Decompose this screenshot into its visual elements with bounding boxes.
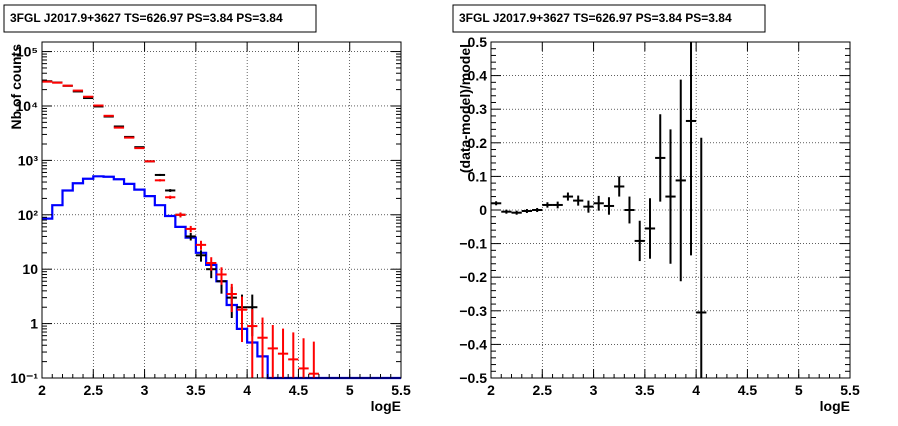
residual-point [562,192,574,201]
counts-y-axis-label: Nb of counts [8,44,24,130]
y-tick-label: 0.3 [468,101,488,117]
y-tick-label: 10⁵ [16,44,38,60]
counts-marks [42,80,401,380]
model-point [257,317,268,378]
residual-point [552,201,563,209]
x-tick-label: 4.5 [289,382,309,398]
model-point [195,240,207,250]
counts-title: 3FGL J2017.9+3627 TS=626.97 PS=3.84 PS=3… [10,11,283,25]
x-tick-label: 3.5 [635,382,655,398]
model-point [298,338,309,378]
model-point [175,212,186,218]
data-point [185,232,196,241]
residual-point [603,197,615,215]
residual-point [593,195,604,211]
residual-point [624,196,635,224]
residual-y-axis-label: (data-model)/model [457,44,473,173]
counts-x-axis-label: logE [371,398,401,414]
residual-title-box [452,4,766,33]
model-point [277,328,289,378]
residual-point [685,42,697,256]
residual-point [675,79,686,282]
counts-ticks: 2 2.5 3 3.5 4 4.5 5 5.5 10⁻¹ 1 10 10² 10³ 10⁴ 10⁵ [10,42,411,398]
data-point [154,173,166,176]
y-tick-label: 1 [30,316,38,332]
residual-ticks: 2 2.5 3 3.5 4 4.5 5 5.5 −0.5 −0.4 −0.3 −0.2 −0.1 0 0.1… [459,34,860,398]
model-point [165,195,176,199]
y-tick-label: 10 [22,261,38,277]
model-point [247,309,258,378]
x-tick-label: 5.5 [840,382,860,398]
residual-point [511,210,522,215]
y-tick-label: 0.2 [468,135,488,151]
residual-marks [491,42,707,378]
residual-panel: 3FGL J2017.9+3627 TS=626.97 PS=3.84 PS=3… [449,0,898,421]
residual-point [583,200,594,213]
x-tick-label: 4 [692,382,700,398]
model-point [216,267,227,285]
residual-x-axis-label: logE [820,398,850,414]
x-tick-label: 2 [38,382,46,398]
residual-chart: 3FGL J2017.9+3627 TS=626.97 PS=3.84 PS=3… [452,4,860,414]
x-tick-label: 2.5 [84,382,104,398]
residual-point [521,208,533,214]
data-point [195,250,207,262]
x-tick-label: 5 [795,382,803,398]
y-tick-label: −0.2 [459,269,487,285]
y-tick-label: 10³ [18,152,39,168]
y-tick-label: −0.5 [459,370,487,386]
y-tick-label: −0.3 [459,303,487,319]
model-point [154,179,166,182]
x-tick-label: 4 [243,382,251,398]
y-tick-label: −0.4 [459,336,487,352]
y-tick-label: 10² [18,207,39,223]
y-tick-label: −0.1 [459,236,487,252]
x-tick-label: 4.5 [738,382,758,398]
residual-point [665,129,676,264]
residual-title: 3FGL J2017.9+3627 TS=626.97 PS=3.84 PS=3… [459,11,732,25]
x-tick-label: 3.5 [186,382,206,398]
model-point [206,257,217,271]
model-point [236,296,248,343]
y-tick-label: 0.1 [468,168,488,184]
y-tick-label: 0.4 [468,68,488,84]
x-tick-label: 5.5 [391,382,411,398]
model-point [288,332,299,378]
model-point [308,341,319,378]
y-tick-label: 0.5 [468,34,488,50]
residual-point [634,220,645,262]
counts-title-box [3,4,317,33]
residual-point [532,207,543,213]
residual-point [542,202,553,208]
y-tick-label: 10⁻¹ [10,370,38,386]
residual-point [655,114,666,202]
y-tick-label: 10⁴ [16,98,39,114]
residual-point [644,198,656,259]
residual-point [696,137,707,378]
x-tick-label: 2.5 [533,382,553,398]
x-tick-label: 2 [487,382,495,398]
model-point [226,283,237,313]
counts-frame [41,41,402,379]
x-tick-label: 3 [141,382,149,398]
model-point [267,325,278,378]
data-point [165,189,176,192]
counts-grid [42,42,401,378]
counts-panel: 3FGL J2017.9+3627 TS=626.97 PS=3.84 PS=3… [0,0,449,421]
y-tick-label: 0 [479,202,487,218]
x-tick-label: 3 [590,382,598,398]
residual-point [501,209,512,214]
counts-chart: 3FGL J2017.9+3627 TS=626.97 PS=3.84 PS=3… [3,4,411,414]
x-tick-label: 5 [346,382,354,398]
residual-point [614,176,625,197]
model-point [185,225,196,233]
residual-point [573,195,584,206]
